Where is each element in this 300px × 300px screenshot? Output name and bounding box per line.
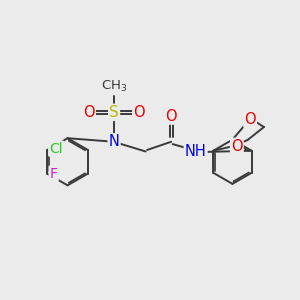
Text: S: S — [109, 105, 119, 120]
Text: F: F — [50, 167, 58, 181]
Text: O: O — [165, 109, 177, 124]
Text: N: N — [109, 134, 119, 149]
Text: NH: NH — [185, 144, 206, 159]
Text: O: O — [83, 105, 95, 120]
Text: Cl: Cl — [49, 142, 63, 155]
Text: O: O — [231, 139, 243, 154]
Text: CH$_3$: CH$_3$ — [101, 79, 127, 94]
Text: O: O — [244, 112, 256, 127]
Text: O: O — [133, 105, 145, 120]
